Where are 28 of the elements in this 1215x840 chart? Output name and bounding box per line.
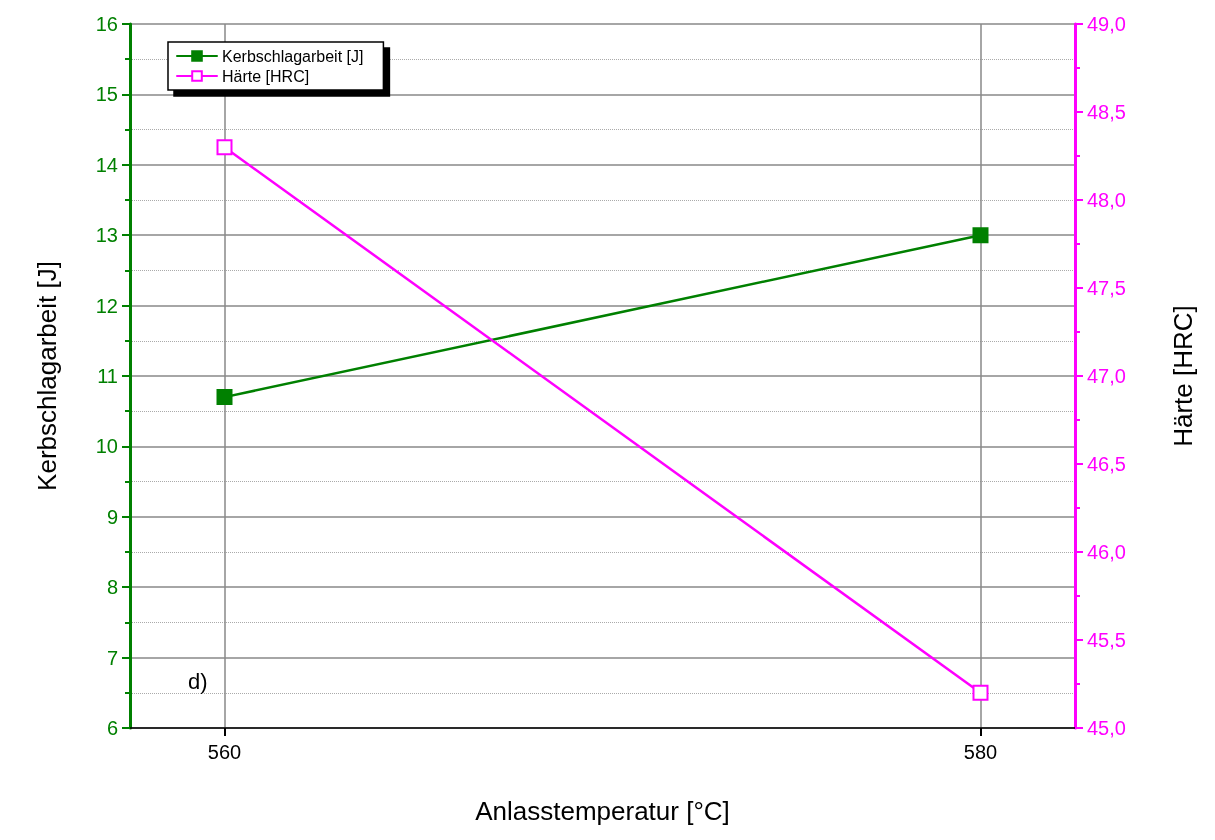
y2-tick-label: 47,0 xyxy=(1087,365,1126,387)
y-tick-label: 7 xyxy=(106,646,118,669)
y-tick-label: 6 xyxy=(106,717,118,739)
x-tick-label: 580 xyxy=(963,741,998,763)
y-tick-label: 14 xyxy=(95,153,118,176)
y2-tick-label: 46,0 xyxy=(1087,541,1126,563)
y-tick-label: 10 xyxy=(95,435,118,458)
y2-axis-title: Härte [HRC] xyxy=(1168,305,1198,447)
legend-label: Kerbschlagarbeit [J] xyxy=(222,47,364,65)
x-axis-title: Anlasstemperatur [°C] xyxy=(475,796,730,826)
y2-tick-label: 47,5 xyxy=(1087,277,1126,299)
y-tick-label: 12 xyxy=(95,294,118,317)
y2-tick-label: 49,0 xyxy=(1087,13,1126,35)
y-tick-label: 8 xyxy=(106,576,118,599)
y2-tick-label: 45,5 xyxy=(1087,629,1126,651)
y2-tick-label: 48,5 xyxy=(1087,101,1126,123)
legend-label: Härte [HRC] xyxy=(222,67,310,85)
y2-tick-label: 45,0 xyxy=(1087,717,1126,739)
y-tick-label: 11 xyxy=(97,365,118,387)
annotation: d) xyxy=(188,668,208,694)
y2-tick-label: 48,0 xyxy=(1087,189,1126,211)
y-axis-title: Kerbschlagarbeit [J] xyxy=(32,261,62,491)
y-tick-label: 13 xyxy=(95,224,118,247)
y-tick-label: 15 xyxy=(95,83,118,106)
y-tick-label: 16 xyxy=(95,13,118,35)
x-tick-label: 560 xyxy=(207,741,242,763)
y-tick-label: 9 xyxy=(106,505,118,528)
y2-tick-label: 46,5 xyxy=(1087,453,1126,475)
